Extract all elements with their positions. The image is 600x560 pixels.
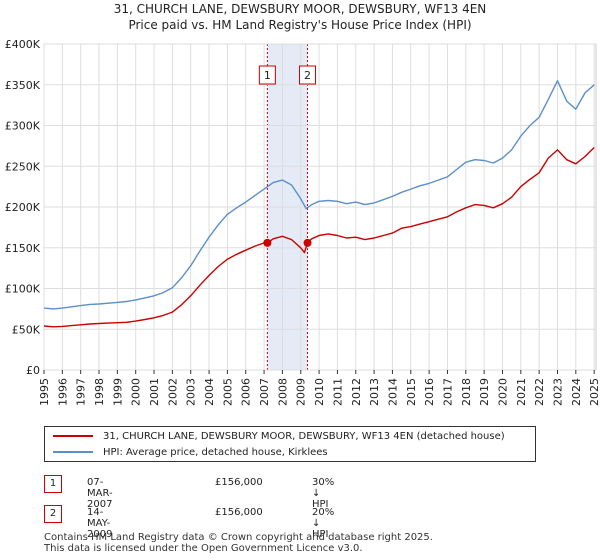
legend-swatch-hpi [53, 451, 93, 453]
x-tick-label: 2008 [276, 378, 289, 406]
transaction-hpi-diff: 30% ↓ HPI [312, 477, 335, 510]
x-tick-label: 2000 [130, 378, 143, 406]
marker-label-box [299, 65, 317, 85]
legend-item-hpi: HPI: Average price, detached house, Kirk… [53, 444, 328, 460]
sale-point [263, 238, 272, 247]
transaction-price: £156,000 [215, 477, 263, 488]
x-tick-label: 2014 [386, 378, 399, 406]
x-tick-label: 2016 [423, 378, 436, 406]
legend: 31, CHURCH LANE, DEWSBURY MOOR, DEWSBURY… [44, 426, 536, 462]
x-tick-label: 2015 [405, 378, 418, 406]
footer-line-1: Contains HM Land Registry data © Crown c… [44, 532, 433, 543]
x-tick-label: 2022 [533, 378, 546, 406]
x-tick-label: 2003 [185, 378, 198, 406]
x-tick-label: 2025 [588, 378, 600, 406]
legend-swatch-property [53, 435, 93, 437]
x-tick-label: 2020 [496, 378, 509, 406]
y-tick-label: £100K [5, 283, 41, 296]
chart-title: 31, CHURCH LANE, DEWSBURY MOOR, DEWSBURY… [114, 2, 487, 16]
marker-label: 1 [264, 69, 271, 82]
x-tick-label: 2004 [203, 378, 216, 406]
transaction-badge: 1 [44, 475, 62, 493]
legend-label-property: 31, CHURCH LANE, DEWSBURY MOOR, DEWSBURY… [103, 430, 505, 442]
y-tick-label: £300K [5, 120, 41, 133]
chart-subtitle: Price paid vs. HM Land Registry's House … [128, 18, 471, 32]
x-tick-label: 2023 [551, 378, 564, 406]
x-tick-label: 2017 [441, 378, 454, 406]
y-tick-label: £250K [5, 160, 41, 173]
x-tick-label: 2012 [350, 378, 363, 406]
x-tick-label: 2021 [515, 378, 528, 406]
y-axis: £0 £50K £100K £150K £200K £250K £300K £350K £400… [5, 38, 41, 377]
footer-line-2: This data is licensed under the Open Gov… [44, 543, 363, 554]
y-tick-label: £150K [5, 242, 41, 255]
y-tick-label: £50K [12, 323, 41, 336]
hpi-line [43, 79, 595, 310]
x-tick-label: 2024 [570, 378, 583, 406]
marker-label-box [258, 65, 276, 85]
x-tick-label: 2010 [313, 378, 326, 406]
sale-point [303, 238, 312, 247]
x-tick-label: 1996 [56, 378, 69, 406]
legend-label-hpi: HPI: Average price, detached house, Kirk… [103, 446, 328, 458]
x-tick-label: 2019 [478, 378, 491, 406]
x-tick-label: 2006 [240, 378, 253, 406]
transaction-date: 14-MAY-2009 [87, 507, 113, 540]
x-tick-label: 2001 [148, 378, 161, 406]
transaction-badge: 2 [44, 505, 62, 523]
x-tick-label: 2007 [258, 378, 271, 406]
y-tick-label: £200K [5, 201, 41, 214]
x-tick-label: 1995 [38, 378, 51, 406]
x-tick-label: 1998 [93, 378, 106, 406]
x-tick-label: 2018 [460, 378, 473, 406]
legend-item-property: 31, CHURCH LANE, DEWSBURY MOOR, DEWSBURY… [53, 428, 505, 444]
transaction-date: 07-MAR-2007 [87, 477, 113, 510]
x-tick-label: 1999 [111, 378, 124, 406]
y-tick-label: £0 [26, 364, 40, 377]
transaction-hpi-diff: 20% ↓ HPI [312, 507, 335, 540]
x-axis: 1995 1996 1997 1998 1999 2000 2001 2002 2003 2004… [38, 370, 600, 406]
x-tick-label: 2002 [166, 378, 179, 406]
y-tick-label: £400K [5, 38, 41, 51]
x-tick-label: 1997 [75, 378, 88, 406]
x-tick-label: 2011 [331, 378, 344, 406]
x-tick-label: 2005 [221, 378, 234, 406]
x-tick-label: 2013 [368, 378, 381, 406]
grid-lines [43, 43, 596, 371]
transaction-price: £156,000 [215, 507, 263, 518]
price-chart: 31, CHURCH LANE, DEWSBURY MOOR, DEWSBURY… [5, 2, 600, 406]
footer-attribution: Contains HM Land Registry data © Crown c… [44, 532, 433, 554]
x-tick-label: 2009 [295, 378, 308, 406]
y-tick-label: £350K [5, 79, 41, 92]
marker-label: 2 [304, 69, 311, 82]
